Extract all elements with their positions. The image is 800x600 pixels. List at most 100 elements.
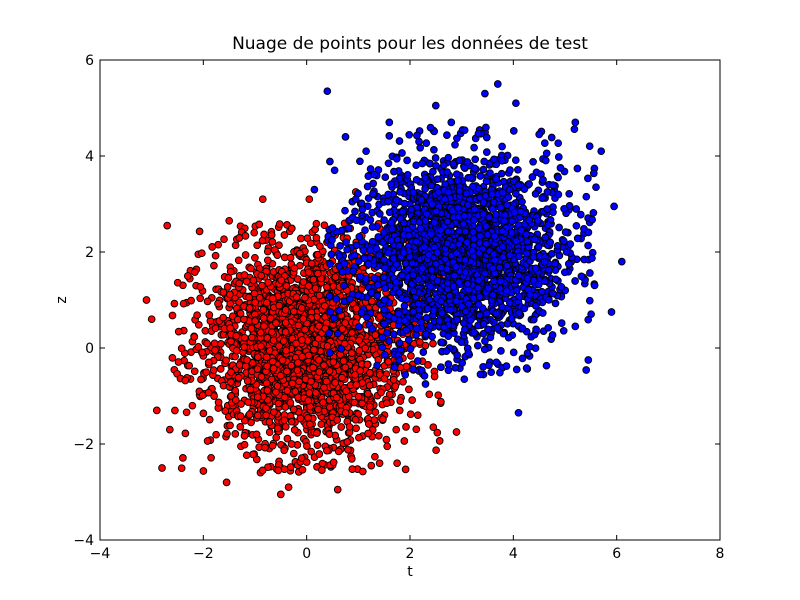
data-point <box>168 311 177 320</box>
data-point <box>452 297 461 305</box>
data-point <box>451 140 459 149</box>
data-point <box>468 246 477 255</box>
data-point <box>198 348 207 357</box>
data-point <box>320 383 328 392</box>
data-point <box>273 382 282 390</box>
data-point <box>402 326 411 335</box>
data-point <box>303 234 312 243</box>
data-point <box>174 358 183 366</box>
data-point <box>377 388 385 397</box>
data-point <box>412 175 421 184</box>
data-point <box>443 217 452 226</box>
data-point <box>433 276 442 285</box>
data-point <box>570 125 579 134</box>
data-point <box>307 259 316 268</box>
data-point <box>302 458 311 467</box>
data-point <box>482 239 490 248</box>
data-point <box>433 248 442 257</box>
data-point <box>240 343 249 351</box>
data-point <box>313 441 322 449</box>
data-point <box>354 392 363 401</box>
data-point <box>179 299 188 308</box>
data-point <box>257 271 266 280</box>
data-point <box>437 397 445 406</box>
data-point <box>158 464 166 472</box>
data-point <box>210 261 218 270</box>
data-point <box>543 188 552 196</box>
points-layer <box>142 80 626 499</box>
data-point <box>480 345 489 354</box>
data-point <box>365 420 373 428</box>
data-point <box>355 232 364 241</box>
data-point <box>473 341 482 350</box>
data-point <box>471 155 480 164</box>
data-point <box>325 430 334 439</box>
data-point <box>190 367 199 376</box>
data-point <box>554 173 562 182</box>
data-point <box>263 247 272 256</box>
data-point <box>415 137 423 146</box>
data-point <box>315 291 324 300</box>
data-point <box>207 453 215 462</box>
data-point <box>453 351 462 360</box>
data-point <box>262 411 270 420</box>
data-point <box>303 442 311 450</box>
data-point <box>190 333 199 341</box>
data-point <box>573 234 582 243</box>
data-point <box>408 259 417 268</box>
data-point <box>267 231 276 239</box>
data-point <box>444 332 453 341</box>
data-point <box>470 235 478 243</box>
data-point <box>470 205 479 214</box>
data-point <box>202 368 211 377</box>
data-point <box>351 370 359 379</box>
data-point <box>222 478 231 487</box>
data-point <box>418 264 427 273</box>
data-point <box>304 268 313 277</box>
data-point <box>402 423 410 431</box>
data-point <box>413 411 422 420</box>
data-point <box>440 323 449 332</box>
data-point <box>455 156 464 165</box>
data-point <box>432 161 440 170</box>
data-point <box>443 265 451 273</box>
data-point <box>222 356 230 365</box>
data-point <box>350 398 359 407</box>
data-point <box>330 166 339 175</box>
data-point <box>245 410 254 419</box>
data-point <box>384 197 392 206</box>
data-point <box>392 196 401 205</box>
data-point <box>275 241 283 250</box>
data-point <box>190 268 199 277</box>
data-point <box>330 314 338 322</box>
data-point <box>272 319 280 327</box>
data-point <box>212 430 220 439</box>
data-point <box>589 208 598 217</box>
data-point <box>430 372 439 381</box>
data-point <box>241 362 250 371</box>
data-point <box>163 221 172 230</box>
data-point <box>355 322 363 331</box>
data-point <box>544 323 553 332</box>
data-point <box>395 356 404 364</box>
chart-title: Nuage de points pour les données de test <box>232 34 588 54</box>
data-point <box>490 250 498 258</box>
data-point <box>416 224 425 233</box>
data-point <box>423 304 432 313</box>
data-point <box>498 227 507 236</box>
data-point <box>426 123 435 132</box>
data-point <box>400 316 409 325</box>
data-point <box>292 293 301 301</box>
data-point <box>444 188 453 197</box>
data-point <box>352 424 360 433</box>
data-point <box>287 440 296 448</box>
data-point <box>331 378 340 387</box>
data-point <box>360 254 369 263</box>
data-point <box>542 361 551 370</box>
data-point <box>277 276 286 285</box>
data-point <box>281 328 290 336</box>
data-point <box>584 241 592 250</box>
data-point <box>393 459 401 468</box>
data-point <box>355 336 363 345</box>
data-point <box>231 430 240 438</box>
